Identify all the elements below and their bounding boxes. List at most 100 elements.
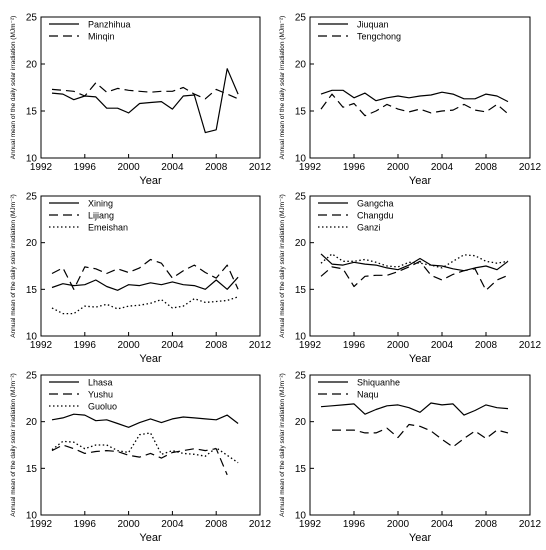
x-tick-label: 2004 — [161, 162, 184, 173]
y-tick-label: 15 — [26, 464, 38, 475]
x-tick-label: 2004 — [431, 162, 454, 173]
x-tick-label: 2000 — [117, 162, 140, 173]
x-tick-label: 2000 — [387, 162, 410, 173]
x-tick-label: 2004 — [431, 519, 454, 530]
legend-label: Lhasa — [88, 378, 113, 388]
series-line-shiquanhe — [320, 402, 509, 416]
chart-panel-1: 1992 1996 2000 2004 2008 2012 10 15 20 25 Year Annu… — [10, 13, 272, 188]
y-axis-label: Annual mean of the daily solar irradiati… — [10, 194, 17, 338]
legend-label: Shiquanhe — [357, 378, 400, 388]
y-axis-label: Annual mean of the daily solar irradiati… — [279, 373, 286, 517]
x-tick-label: 2012 — [519, 519, 542, 530]
chart-panel-5: 1992 1996 2000 2004 2008 2012 10 15 20 25 Year Annu… — [10, 371, 272, 545]
x-tick-label: 2012 — [249, 340, 272, 351]
x-axis-label: Year — [139, 353, 162, 365]
legend-label: Ganzi — [357, 223, 381, 233]
x-tick-label: 2012 — [519, 340, 542, 351]
x-tick-label: 2008 — [205, 340, 228, 351]
legend-label: Minqin — [88, 32, 115, 42]
x-tick-label: 2000 — [387, 519, 410, 530]
x-tick-label: 2012 — [249, 519, 272, 530]
y-axis-label: Annual mean of the daily solar irradiati… — [10, 373, 17, 517]
series-line-tengchong — [320, 93, 509, 117]
x-tick-label: 1992 — [30, 340, 53, 351]
y-axis-label: Annual mean of the daily solar irradiati… — [279, 194, 286, 338]
x-tick-label: 2000 — [117, 519, 140, 530]
x-tick-label: 2004 — [431, 340, 454, 351]
series-line-yushu — [51, 444, 228, 476]
y-tick-label: 25 — [295, 13, 307, 24]
x-tick-label: 1996 — [343, 162, 366, 173]
x-tick-label: 2008 — [205, 162, 228, 173]
legend-label: Emeishan — [88, 223, 128, 233]
y-tick-label: 25 — [295, 371, 307, 382]
series-line-panzhihua — [51, 68, 239, 134]
series-line-minqin — [51, 82, 239, 100]
legend-label: Tengchong — [357, 32, 401, 42]
y-tick-label: 10 — [26, 154, 38, 165]
plot-frame — [40, 374, 261, 516]
y-tick-label: 25 — [26, 13, 38, 24]
series-line-changdu — [320, 260, 509, 291]
plot-frame — [40, 195, 261, 337]
y-tick-label: 15 — [26, 107, 38, 118]
x-tick-label: 2012 — [249, 162, 272, 173]
y-tick-label: 25 — [26, 192, 38, 203]
x-tick-label: 2008 — [475, 340, 498, 351]
y-tick-label: 15 — [295, 464, 307, 475]
y-tick-label: 25 — [26, 371, 38, 382]
x-tick-label: 2004 — [161, 340, 184, 351]
y-tick-label: 15 — [295, 285, 307, 296]
legend-label: Jiuquan — [357, 20, 389, 30]
series-line-jiuquan — [320, 89, 509, 103]
y-tick-label: 20 — [26, 417, 38, 428]
plot-frame — [309, 374, 531, 516]
x-tick-label: 1996 — [343, 340, 366, 351]
x-tick-label: 2008 — [475, 519, 498, 530]
y-tick-label: 25 — [295, 192, 307, 203]
x-tick-label: 1996 — [74, 340, 97, 351]
legend-label: Changdu — [357, 211, 394, 221]
x-axis-label: Year — [139, 532, 162, 544]
x-tick-label: 2008 — [205, 519, 228, 530]
series-line-lijiang — [51, 258, 239, 290]
x-tick-label: 1992 — [30, 162, 53, 173]
legend-label: Lijiang — [88, 211, 114, 221]
chart-panel-6: 1992 1996 2000 2004 2008 2012 10 15 20 25 Year Annu… — [279, 371, 542, 545]
x-tick-label: 2000 — [387, 340, 410, 351]
x-tick-label: 1996 — [74, 519, 97, 530]
y-axis-label: Annual mean of the daily solar irradiati… — [279, 16, 286, 160]
x-axis-label: Year — [409, 532, 432, 544]
series-line-emeishan — [51, 296, 239, 315]
x-tick-label: 2000 — [117, 340, 140, 351]
legend-label: Guoluo — [88, 402, 117, 412]
chart-panel-4: 1992 1996 2000 2004 2008 2012 10 15 20 25 Year Annu… — [279, 192, 542, 366]
x-tick-label: 2008 — [475, 162, 498, 173]
y-tick-label: 20 — [26, 60, 38, 71]
chart-panel-3: 1992 1996 2000 2004 2008 2012 10 15 20 25 Year Annu… — [10, 192, 272, 366]
plot-frame — [309, 16, 531, 159]
x-tick-label: 1992 — [299, 340, 322, 351]
series-line-lhasa — [51, 413, 239, 428]
y-tick-label: 15 — [26, 285, 38, 296]
y-tick-label: 10 — [295, 332, 307, 343]
x-tick-label: 1996 — [74, 162, 97, 173]
y-tick-label: 15 — [295, 107, 307, 118]
chart-panel-2: 1992 1996 2000 2004 2008 2012 10 15 20 25 Year Annu… — [279, 13, 542, 188]
x-axis-label: Year — [409, 175, 432, 187]
x-tick-label: 1992 — [299, 162, 322, 173]
y-tick-label: 10 — [26, 332, 38, 343]
plot-frame — [40, 16, 261, 159]
y-tick-label: 20 — [295, 60, 307, 71]
y-tick-label: 20 — [26, 238, 38, 249]
plot-frame — [309, 195, 531, 337]
legend-label: Gangcha — [357, 199, 394, 209]
y-tick-label: 20 — [295, 238, 307, 249]
x-tick-label: 1992 — [299, 519, 322, 530]
x-tick-label: 2004 — [161, 519, 184, 530]
series-line-guoluo — [51, 432, 239, 464]
series-line-gangcha — [320, 253, 509, 272]
x-axis-label: Year — [139, 175, 162, 187]
y-tick-label: 10 — [26, 511, 38, 522]
